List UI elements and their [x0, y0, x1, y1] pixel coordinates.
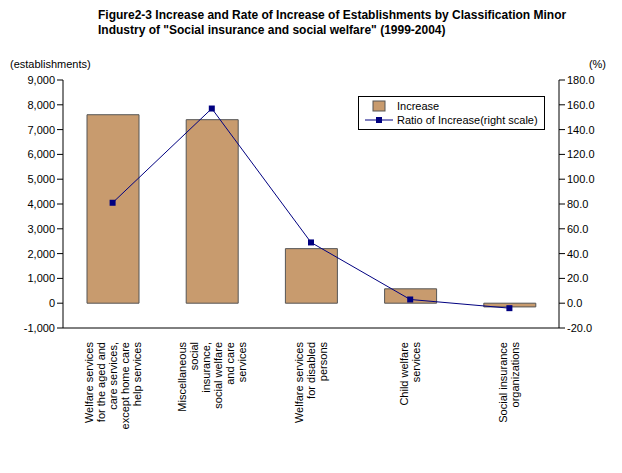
svg-text:except home care: except home care	[119, 342, 131, 429]
svg-text:Miscellaneous: Miscellaneous	[176, 342, 188, 412]
svg-text:8,000: 8,000	[27, 99, 55, 111]
svg-text:3,000: 3,000	[27, 223, 55, 235]
svg-text:persons: persons	[317, 342, 329, 382]
svg-text:0.0: 0.0	[567, 297, 582, 309]
svg-text:Welfare services: Welfare services	[293, 342, 305, 424]
svg-text:organizations: organizations	[509, 342, 521, 408]
svg-text:1,000: 1,000	[27, 272, 55, 284]
svg-text:60.0: 60.0	[567, 223, 588, 235]
html-text:Ratio of Increase(right scale): Ratio of Increase(right scale)	[397, 114, 538, 126]
svg-text:2,000: 2,000	[27, 248, 55, 260]
html-text:Figure2-3 Increase and Rate of: Figure2-3 Increase and Rate of Increase …	[98, 8, 567, 37]
html-text:Increase: Increase	[397, 100, 440, 112]
svg-text:4,000: 4,000	[27, 198, 55, 210]
svg-text:0: 0	[49, 297, 55, 309]
svg-text:Welfare services: Welfare services	[83, 342, 95, 424]
svg-text:160.0: 160.0	[567, 99, 595, 111]
svg-text:Social insurance: Social insurance	[497, 342, 509, 423]
html-text:(establishments): (establishments)	[10, 58, 91, 70]
svg-text:care services,: care services,	[107, 342, 119, 410]
svg-text:insurance,: insurance,	[200, 342, 212, 393]
svg-text:help services: help services	[131, 342, 143, 407]
svg-text:services: services	[410, 342, 422, 383]
svg-text:and care: and care	[224, 342, 236, 385]
svg-text:social: social	[188, 342, 200, 370]
svg-text:140.0: 140.0	[567, 124, 595, 136]
svg-text:40.0: 40.0	[567, 248, 588, 260]
svg-text:100.0: 100.0	[567, 173, 595, 185]
svg-text:180.0: 180.0	[567, 74, 595, 86]
svg-text:5,000: 5,000	[27, 173, 55, 185]
svg-text:80.0: 80.0	[567, 198, 588, 210]
svg-text:for disabled: for disabled	[305, 342, 317, 399]
svg-text:-1,000: -1,000	[24, 322, 55, 334]
svg-text:social welfare: social welfare	[212, 342, 224, 409]
svg-text:6,000: 6,000	[27, 148, 55, 160]
svg-text:120.0: 120.0	[567, 148, 595, 160]
svg-text:7,000: 7,000	[27, 124, 55, 136]
svg-text:services: services	[236, 342, 248, 383]
svg-text:9,000: 9,000	[27, 74, 55, 86]
svg-text:-20.0: -20.0	[567, 322, 592, 334]
svg-text:Child welfare: Child welfare	[398, 342, 410, 406]
svg-text:20.0: 20.0	[567, 272, 588, 284]
svg-text:for the aged and: for the aged and	[95, 342, 107, 422]
